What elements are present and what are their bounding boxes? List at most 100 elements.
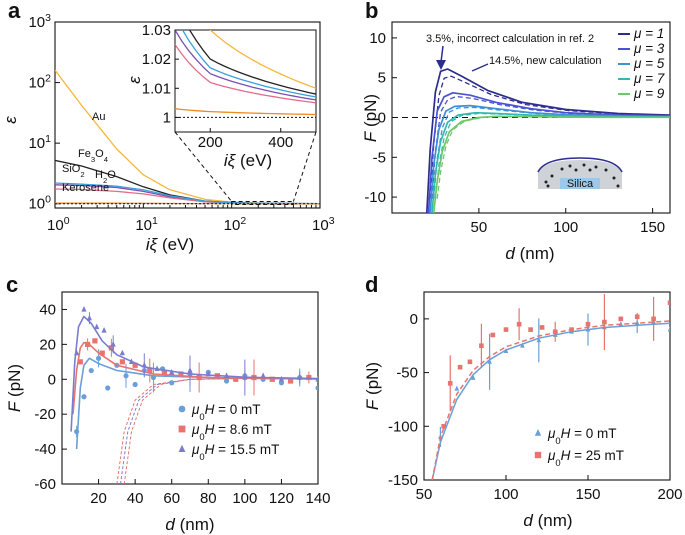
panel-c-xtick-label: 20: [90, 490, 107, 507]
panel-c-ytick-label: 0: [48, 371, 56, 388]
panel-c-point-square: [147, 367, 153, 374]
panel-b-inset-silica: [560, 178, 600, 189]
panel-c-legend-label-part: μ: [191, 442, 200, 457]
panel-c-point-circle: [88, 367, 94, 374]
panel-b-inset-particle: [568, 164, 572, 168]
panel-c-xtick-label: 100: [232, 490, 257, 507]
panel-c-xlabel-part: d: [165, 515, 175, 534]
panel-d-point-square: [503, 327, 509, 332]
panel-a-ytick-label-part: 0: [45, 194, 51, 206]
panel-b-series-4: [431, 111, 670, 213]
panel-a-ytick-label: 103: [28, 12, 51, 31]
panel-d-point-square: [552, 329, 558, 335]
panel-b-legend-label: μ = 3: [633, 41, 665, 56]
panel-b-ytick-label: 10: [369, 30, 386, 47]
panel-b-inset-membrane: [538, 160, 622, 189]
panel-a-ylabel: ε: [1, 116, 20, 124]
panel-d-xtick-label: 50: [416, 486, 433, 503]
panel-c-legend-label-part: H: [205, 442, 215, 457]
panel-b-annotation-arrowhead: [436, 60, 446, 70]
panel-b-inset-particle: [560, 167, 564, 171]
panel-d-point-square: [585, 321, 591, 327]
panel-c-point-triangle: [260, 372, 266, 378]
panel-a-inset-xtick-label: 200: [198, 134, 223, 151]
panel-d-legend-marker: [534, 429, 542, 436]
panel-letter-d: d: [365, 272, 378, 297]
panel-c-point-triangle: [81, 306, 87, 312]
panel-d-point-square: [528, 327, 533, 332]
panel-c-theory-dashed: [123, 377, 318, 484]
panel-c-point-triangle: [169, 368, 175, 375]
panel-a-ytick-label-part: 1: [45, 133, 51, 145]
panel-c-point-triangle: [315, 375, 318, 382]
panel-a-label-au: Au: [92, 111, 105, 123]
panel-d-point-triangle: [585, 326, 591, 332]
panel-a-xtick-label: 100: [47, 215, 70, 234]
panel-c-point-triangle: [119, 349, 125, 356]
panel-d-legend-label-part: = 0 mT: [570, 426, 616, 441]
panel-a-xtick-label: 101: [135, 215, 158, 234]
panel-d-point-square: [479, 343, 484, 349]
panel-a-label-h2o-part: O: [107, 169, 116, 181]
panel-a-xtick-label-part: 3: [329, 215, 335, 227]
panel-a-xtick-label-part: 10: [135, 217, 152, 234]
panel-c-point-triangle: [223, 372, 230, 378]
panel-c-ytick-label: -60: [34, 476, 56, 493]
panel-b-annotation-arrow: [471, 63, 489, 72]
panel-a-label-h2o: H2O: [95, 169, 116, 185]
panel-c-legend-label-part: = 15.5 mT: [214, 442, 279, 457]
panel-c-legend-label-part: μ: [191, 422, 200, 437]
panel-a-zoom-box: [231, 200, 294, 206]
panel-b-inset-particle: [544, 180, 548, 184]
panel-a-label-fe3o4-part: 3: [91, 155, 95, 164]
panel-c-ylabel-part: (pN): [5, 364, 24, 402]
panel-b-xlabel-part: (nm): [515, 244, 555, 263]
panel-a-xtick-label-part: 0: [64, 215, 70, 227]
panel-a-inset-xlabel-part: i: [224, 151, 229, 170]
panel-d-legend-marker: [534, 451, 542, 459]
panel-c-point-square: [99, 350, 105, 356]
panel-b-inset-label: Silica: [567, 178, 594, 190]
panel-d-ylabel: F (pN): [363, 362, 382, 410]
panel-b-inset-particle: [612, 176, 616, 180]
panel-b-plot: [392, 68, 670, 213]
panel-c-point-triangle: [297, 374, 303, 380]
panel-c-legend-label-part: H: [205, 402, 215, 417]
panel-letter-c: c: [6, 272, 18, 297]
panel-a-ytick-label-part: 10: [28, 75, 45, 92]
panel-a-zoom-connector: [292, 131, 317, 202]
panel-d-point-square: [441, 423, 446, 429]
panel-a-inset-xlabel-part: (eV): [235, 151, 272, 170]
panel-a-inset-ytick-label: 1.02: [142, 51, 171, 68]
panel-a-ytick-label-part: 3: [45, 12, 51, 24]
panel-a-inset-xtick-label: 400: [268, 134, 293, 151]
panel-d-point-triangle: [487, 358, 492, 364]
panel-c-ytick-label: -40: [34, 441, 56, 458]
panel-c-point-triangle: [242, 374, 248, 380]
panel-a-inset-series: [188, 30, 316, 95]
panel-c-point-circle: [223, 378, 230, 384]
panel-c-point-square: [306, 374, 312, 381]
panel-b-xlabel: d (nm): [505, 244, 554, 263]
panel-a-label-fe3o4-part: Fe: [78, 148, 91, 160]
panel-d-plot: [431, 294, 670, 480]
panel-c-legend-label-part: = 0 mT: [214, 402, 260, 417]
panel-b-annotation-ref2: 3.5%, incorrect calculation in ref. 2: [426, 33, 594, 45]
panel-d-axes: [423, 291, 671, 481]
panel-a-inset-series: [175, 108, 316, 116]
panel-a-ytick-label-part: 10: [28, 196, 45, 213]
panel-d-point-square: [467, 359, 473, 365]
panel-a-axes: [54, 21, 321, 209]
panel-c-point-triangle: [94, 323, 100, 330]
panel-c-xlabel-part: (nm): [175, 515, 215, 534]
panel-d-legend-label-part: μ: [547, 426, 556, 441]
panel-a-plot: [55, 69, 320, 205]
panel-c-point-circle: [105, 385, 111, 391]
panel-b-ytick-label: 0: [378, 110, 386, 127]
panel-c-xtick-label: 40: [127, 490, 144, 507]
panel-c-point-triangle: [187, 367, 193, 373]
panel-c-legend-label-part: 0: [199, 452, 204, 463]
panel-letter-a: a: [8, 0, 21, 23]
panel-b-inset-particle: [616, 184, 620, 188]
